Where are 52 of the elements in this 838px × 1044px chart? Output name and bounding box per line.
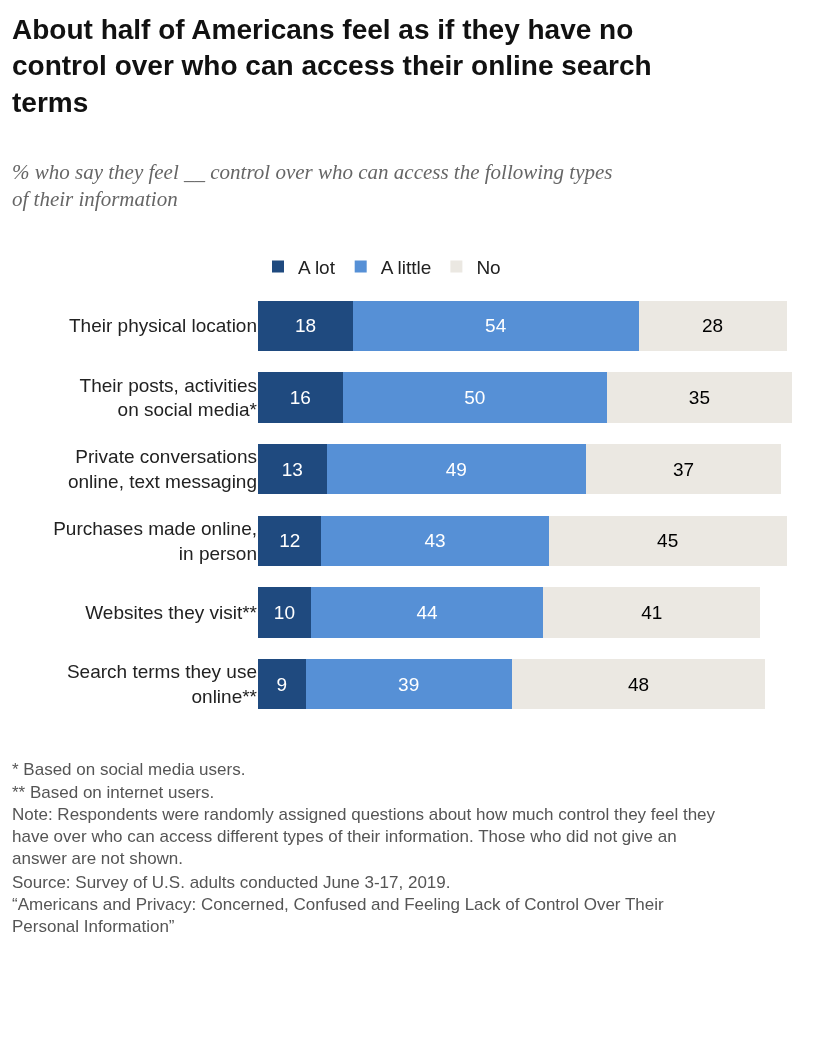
data-label: 12 — [279, 530, 301, 552]
bar — [305, 659, 512, 710]
bar — [548, 515, 787, 566]
data-label: 28 — [702, 315, 724, 337]
bar — [310, 587, 544, 638]
data-label: 41 — [641, 602, 663, 623]
legend-label: A lot — [298, 256, 336, 278]
bar — [258, 587, 311, 638]
data-label: 10 — [273, 602, 295, 623]
y-tick-label: Search terms they use online** — [66, 661, 258, 708]
bar — [511, 659, 766, 710]
data-label: 49 — [445, 458, 467, 480]
bar — [606, 372, 792, 423]
bar — [258, 300, 354, 351]
data-label: 54 — [485, 315, 507, 337]
data-label: 39 — [398, 673, 420, 695]
y-tick-label: Websites they visit** — [85, 602, 258, 624]
bar — [258, 372, 343, 423]
bar — [326, 444, 586, 495]
data-label: 43 — [424, 530, 446, 552]
y-tick-label: Private conversations online, text messaging — [67, 446, 257, 493]
bar — [585, 444, 782, 495]
y-tick-label: Their posts, activities on social media* — [79, 374, 258, 421]
text: Note: Respondents were randomly assigned questions about how much control they feel they have over who can access different types of their information. Those who did not give an answer are not shown. — [12, 805, 716, 869]
y-tick-label: Their physical location — [69, 315, 257, 337]
bar — [258, 444, 327, 495]
data-label: 18 — [295, 315, 317, 337]
bar — [321, 515, 549, 566]
data-label: 9 — [276, 673, 288, 695]
bar — [543, 587, 761, 638]
legend-label: A little — [380, 256, 432, 278]
text: * Based on social media users. — [12, 760, 246, 779]
data-label: 45 — [657, 530, 679, 552]
data-label: 44 — [416, 602, 438, 623]
data-label: 13 — [281, 458, 303, 480]
text: “Americans and Privacy: Concerned, Confused and Feeling Lack of Control Over Their Personal Information” — [12, 895, 665, 937]
bar — [638, 300, 787, 351]
chart-title: About half of Americans feel as if they have no control over who can access their online search terms — [12, 14, 652, 118]
legend-label: No — [476, 256, 501, 278]
bar — [258, 515, 322, 566]
bar — [258, 659, 306, 710]
data-label: 50 — [464, 387, 486, 408]
source-note: Source: Survey of U.S. adults conducted June 3-17, 2019. — [12, 873, 451, 892]
y-tick-label: Purchases made online, in person — [53, 518, 257, 564]
data-label: 16 — [289, 387, 311, 408]
data-label: 37 — [672, 458, 695, 480]
data-label: 35 — [688, 387, 710, 408]
bar — [342, 372, 607, 423]
bar — [353, 300, 639, 351]
chart-subtitle: % who say they feel __ control over who can access the following types of their information — [12, 160, 613, 212]
data-label: 48 — [628, 673, 650, 695]
text: ** Based on internet users. — [12, 783, 215, 802]
